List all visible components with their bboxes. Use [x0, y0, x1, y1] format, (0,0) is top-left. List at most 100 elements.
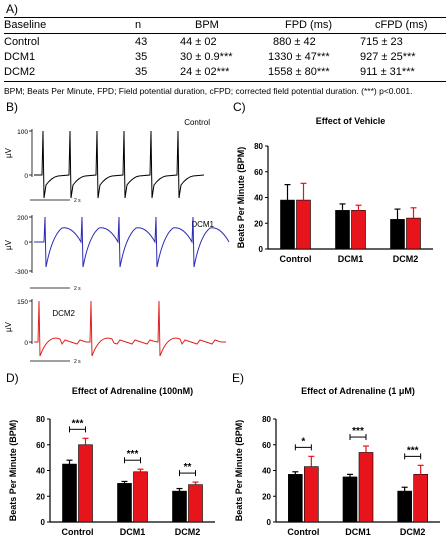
chart-title: Effect of Vehicle — [316, 116, 386, 126]
table-row: DCM1 35 30 ± 0.9*** 1330 ± 47*** 927 ± 2… — [0, 51, 448, 65]
bar — [188, 484, 203, 523]
table-bottom-rule — [4, 81, 446, 82]
panel-label-d: D) — [6, 371, 19, 385]
y-tick-label: 40 — [262, 467, 271, 476]
trace-y-tick-label: 0 — [24, 240, 28, 247]
y-tick-label: 60 — [254, 168, 263, 177]
trace-unit-label: µV — [4, 147, 13, 158]
significance-label: *** — [127, 449, 139, 460]
table-header-cell: BPM — [195, 19, 219, 31]
y-axis-label: Beats Per Minute (BPM) — [234, 420, 244, 522]
table-cell: 43 — [135, 36, 148, 48]
bar — [172, 490, 187, 523]
bar — [78, 444, 93, 523]
chart-adrenaline-100nm: Effect of Adrenaline (100nM) Beats Per Mi… — [8, 386, 215, 537]
table-cell: 715 ± 23 — [360, 36, 403, 48]
chart-title: Effect of Adrenaline (1 μM) — [301, 386, 415, 396]
y-tick-label: 20 — [36, 492, 45, 501]
chart-title: Effect of Adrenaline (100nM) — [72, 386, 193, 396]
bar — [288, 474, 303, 523]
x-tick-label: DCM2 — [175, 527, 201, 537]
table-cell: Control — [4, 36, 40, 48]
trace-label: DCM2 — [52, 309, 75, 318]
trace-unit-label: µV — [4, 321, 13, 332]
x-tick-label: Control — [287, 527, 319, 537]
table-cell: 911 ± 31*** — [360, 66, 415, 78]
significance-label: * — [301, 436, 305, 447]
trace-y-tick-label: 0 — [24, 173, 28, 180]
trace-y-tick-label: 100 — [17, 129, 28, 136]
trace-unit-label: µV — [4, 239, 13, 250]
table-header-cell: Baseline — [4, 19, 47, 31]
table-row: DCM2 35 24 ± 02*** 1558 ± 80*** 911 ± 31… — [0, 66, 448, 80]
table-cell: 30 ± 0.9*** — [180, 51, 233, 63]
time-scale-label: 2 s — [74, 359, 81, 365]
chart-adrenaline-1um: Effect of Adrenaline (1 μM) Beats Per Min… — [234, 386, 440, 537]
table-cell: 35 — [135, 66, 148, 78]
y-tick-label: 80 — [254, 142, 263, 151]
bar — [335, 210, 350, 250]
table-cell: DCM1 — [4, 51, 36, 63]
trace-dcm1 — [34, 216, 230, 268]
table-cell: 1558 ± 80*** — [268, 66, 330, 78]
y-tick-label: 80 — [36, 415, 45, 424]
field-potential-traces: 100 0 µV Control 2 s 200 0 -300 µV DCM1 2 s 150 0 µV D… — [4, 118, 230, 365]
bar — [304, 466, 319, 523]
significance-label: ** — [184, 462, 192, 473]
y-tick-label: 80 — [262, 415, 271, 424]
table-cell: 35 — [135, 51, 148, 63]
bar — [62, 463, 77, 523]
bar — [296, 199, 311, 250]
panel-label-c: C) — [233, 100, 246, 114]
trace-label: DCM1 — [191, 220, 214, 229]
x-tick-label: Control — [62, 527, 94, 537]
y-tick-label: 40 — [254, 194, 263, 203]
bar — [397, 490, 412, 523]
panel-label-a: A) — [6, 2, 18, 16]
x-tick-label: DCM2 — [400, 527, 426, 537]
table-top-rule — [4, 17, 446, 18]
y-tick-label: 0 — [259, 245, 264, 254]
table-cell: 880 ± 42 — [273, 36, 316, 48]
y-tick-label: 0 — [267, 518, 272, 527]
table-cell: 1330 ± 47*** — [268, 51, 330, 63]
x-tick-label: Control — [280, 254, 312, 264]
trace-y-tick-label: 150 — [17, 299, 28, 306]
trace-y-tick-label: -300 — [15, 269, 28, 276]
table-header-cell: cFPD (ms) — [375, 19, 428, 31]
trace-y-tick-label: 0 — [24, 340, 28, 347]
table-cell: 927 ± 25*** — [360, 51, 416, 63]
bar — [413, 474, 428, 523]
trace-dcm2 — [34, 300, 226, 357]
table-header-cell: n — [135, 19, 142, 31]
bar — [280, 199, 295, 250]
bar — [133, 471, 148, 523]
time-scale-label: 2 s — [74, 198, 81, 204]
y-tick-label: 20 — [262, 492, 271, 501]
trace-y-tick-label: 200 — [17, 215, 28, 222]
bar — [342, 476, 358, 523]
table-header-rule — [4, 33, 446, 34]
table-header-row: Baseline n BPM FPD (ms) cFPD (ms) — [0, 19, 448, 33]
bar — [390, 219, 405, 250]
x-tick-label: DCM1 — [345, 527, 371, 537]
table-footnote: BPM; Beats Per Minute, FPD; Field potent… — [4, 86, 413, 96]
panel-label-e: E) — [232, 371, 244, 385]
y-tick-label: 40 — [36, 467, 45, 476]
time-scale-label: 2 s — [74, 286, 81, 292]
x-tick-label: DCM1 — [120, 527, 146, 537]
table-cell: 44 ± 02 — [180, 36, 217, 48]
y-tick-label: 20 — [254, 219, 263, 228]
table-header-cell: FPD (ms) — [285, 19, 333, 31]
bar — [117, 483, 132, 523]
significance-label: *** — [407, 445, 419, 456]
y-tick-label: 0 — [41, 518, 46, 527]
trace-control — [34, 130, 205, 199]
y-tick-label: 60 — [262, 441, 271, 450]
x-tick-label: DCM2 — [393, 254, 419, 264]
table-row: Control 43 44 ± 02 880 ± 42 715 ± 23 — [0, 36, 448, 50]
y-axis-label: Beats Per Minute (BPM) — [236, 147, 246, 249]
table-cell: DCM2 — [4, 66, 36, 78]
y-tick-label: 60 — [36, 441, 45, 450]
chart-effect-of-vehicle: Effect of Vehicle Beats Per Minute (BPM) 0… — [236, 116, 433, 264]
